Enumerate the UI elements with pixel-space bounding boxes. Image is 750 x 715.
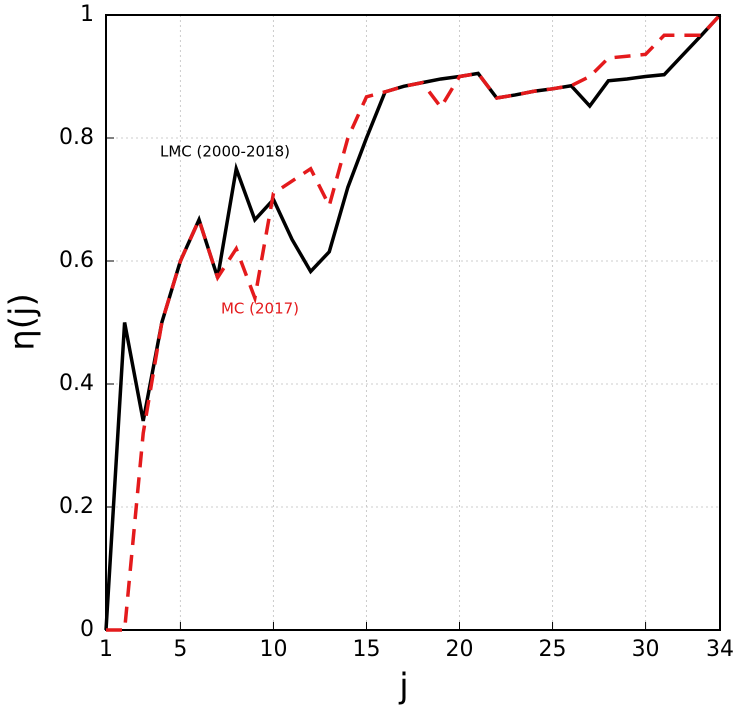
y-tick-label: 0: [80, 617, 94, 642]
x-tick-label: 20: [446, 637, 474, 662]
x-axis-label: j: [398, 667, 408, 707]
x-tick-label: 5: [173, 637, 187, 662]
y-tick-label: 0.8: [59, 125, 94, 150]
y-tick-label: 0.2: [59, 494, 94, 519]
x-tick-label: 25: [539, 637, 567, 662]
series-line: [106, 13, 722, 632]
y-tick-label: 0.4: [59, 371, 94, 396]
legend-label: LMC (2000-2018): [160, 143, 290, 161]
x-tick-label: 1: [99, 637, 113, 662]
y-axis-label: η(j): [3, 293, 43, 351]
x-tick-label: 30: [632, 637, 660, 662]
y-tick-label: 0.6: [59, 248, 94, 273]
series-line: [104, 13, 722, 631]
legend-label: MC (2017): [221, 300, 299, 318]
x-tick-label: 10: [259, 637, 287, 662]
x-tick-label: 15: [352, 637, 380, 662]
plot-frame: [105, 14, 721, 631]
x-tick-label: 34: [706, 637, 734, 662]
y-tick-label: 1: [80, 2, 94, 27]
